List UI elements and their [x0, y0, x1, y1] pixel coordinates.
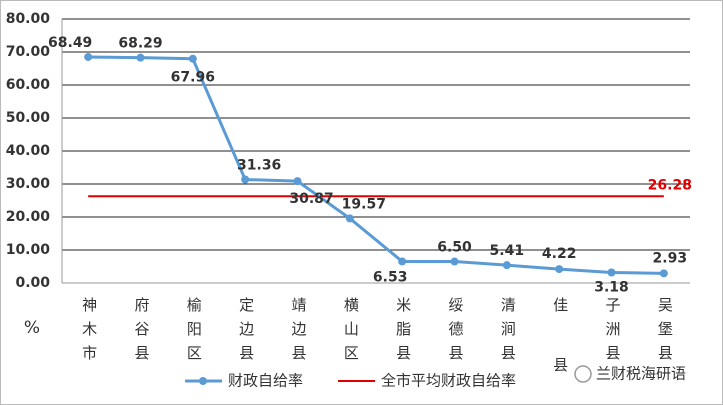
x-tick-label: 子洲县 [604, 297, 622, 369]
data-label: 4.22 [542, 246, 577, 262]
y-tick-label: 50.00 [6, 110, 51, 126]
average-label: 26.28 [648, 177, 692, 193]
data-label: 2.93 [653, 250, 688, 266]
y-tick-label: 0.00 [15, 275, 50, 291]
data-label: 31.36 [237, 158, 281, 174]
x-tick-label: 横山区 [342, 297, 360, 369]
point [188, 54, 197, 63]
point [398, 257, 407, 266]
x-tick-label: 清涧县 [499, 297, 517, 369]
point [607, 268, 616, 277]
y-tick-label: 40.00 [6, 143, 51, 159]
data-label: 68.29 [118, 36, 162, 52]
x-tick-label: 吴堡县 [656, 297, 674, 369]
x-tick-label: 神木市 [80, 297, 98, 369]
data-label: 6.53 [373, 269, 408, 285]
point [555, 265, 564, 274]
y-axis-label: % [24, 318, 40, 338]
legend-marker [199, 377, 207, 385]
point [450, 257, 459, 266]
x-tick-label: 定边县 [237, 297, 255, 369]
data-label: 67.96 [171, 70, 215, 86]
watermark-text: 兰财税海研语 [596, 365, 686, 383]
data-label: 19.57 [342, 196, 386, 212]
data-label: 68.49 [48, 35, 92, 51]
y-tick-label: 60.00 [6, 77, 51, 93]
watermark: 兰财税海研语 [574, 365, 686, 383]
x-tick-label: 米脂县 [394, 297, 412, 369]
series-line [88, 55, 664, 275]
legend-label: 财政自给率 [228, 372, 303, 390]
point [241, 175, 250, 184]
data-label: 30.87 [289, 191, 333, 207]
legend-label: 全市平均财政自给率 [381, 372, 516, 390]
point [84, 52, 93, 61]
data-label: 3.18 [594, 280, 629, 296]
watermark-icon [574, 365, 592, 383]
x-tick-label: 绥德县 [447, 297, 465, 369]
y-tick-label: 30.00 [6, 176, 51, 192]
x-tick-label: 靖边县 [290, 297, 308, 369]
y-tick-label: 20.00 [6, 209, 51, 225]
point [293, 177, 302, 186]
point [136, 53, 145, 62]
data-label: 5.41 [490, 243, 525, 259]
x-tick-label: 府谷县 [133, 297, 151, 369]
x-tick-label: 佳县 [551, 297, 569, 405]
point [345, 214, 354, 223]
point [502, 261, 511, 270]
y-tick-label: 10.00 [6, 242, 51, 258]
y-tick-label: 80.00 [6, 11, 51, 27]
data-label: 6.50 [437, 240, 472, 256]
y-tick-label: 70.00 [6, 44, 51, 60]
point [659, 269, 668, 278]
x-tick-label: 榆阳区 [185, 297, 203, 369]
